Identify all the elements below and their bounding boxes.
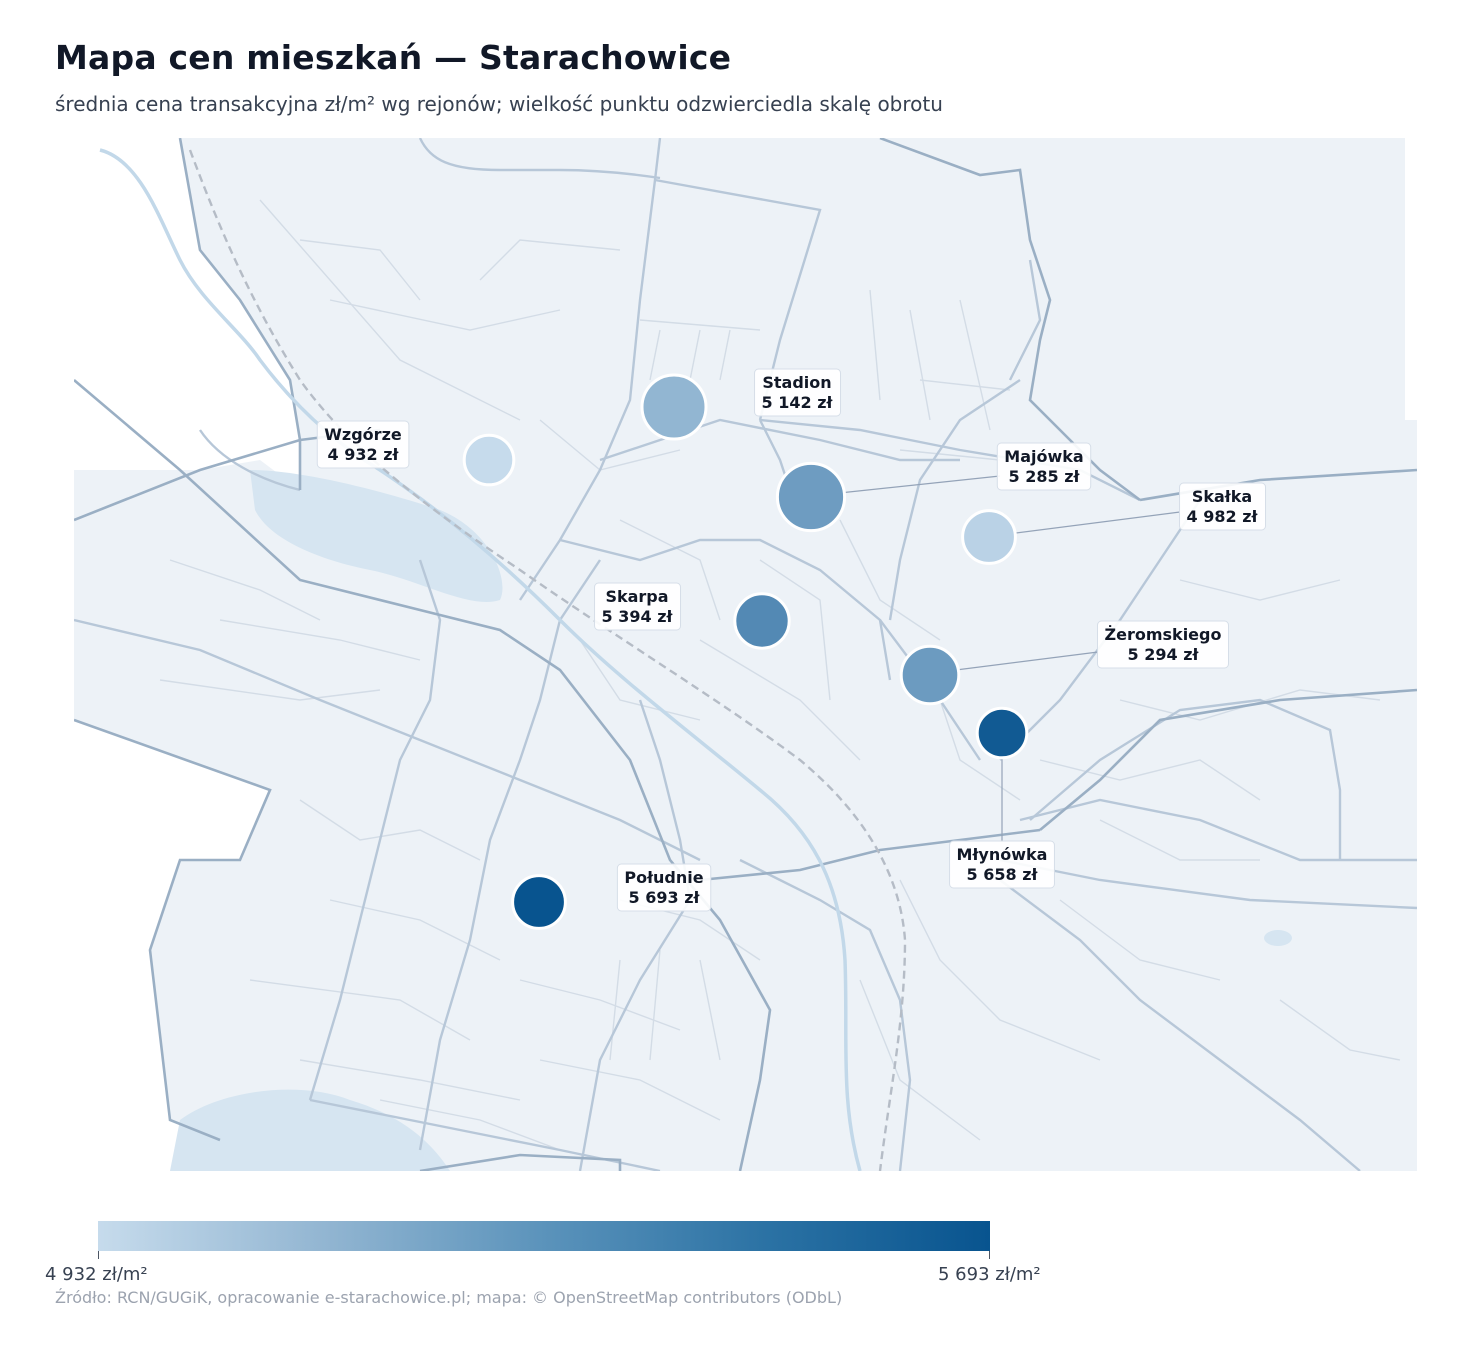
main-road-east: [699, 828, 1041, 882]
map-title: Mapa cen mieszkań — Starachowice: [55, 38, 732, 77]
outside-area-southwest: [74, 720, 270, 1171]
label-background: [949, 840, 1055, 889]
district-price: 5 285 zł: [1009, 467, 1081, 486]
label-background: [616, 863, 712, 912]
river: [99, 148, 862, 1171]
colorbar-max-label: 5 693 zł/m²: [938, 1264, 1041, 1285]
district-marker-wzgorze[interactable]: [462, 433, 516, 487]
district-name: Majówka: [1004, 447, 1083, 466]
district-name: Skałka: [1192, 487, 1252, 506]
district-name: Skarpa: [605, 587, 668, 606]
price-colorbar: [98, 1221, 990, 1251]
label-background: [594, 582, 682, 631]
leader-lines: [829, 475, 1181, 842]
basemap: [74, 138, 1417, 1171]
railway: [188, 149, 907, 1171]
district-name: Żeromskiego: [1105, 625, 1222, 644]
city-area: [74, 138, 1417, 1171]
main-road-northeast: [1039, 688, 1417, 831]
label-background: [1179, 482, 1267, 531]
outside-area-northwest: [74, 138, 300, 490]
district-name: Stadion: [762, 373, 831, 392]
pond-east: [1264, 930, 1292, 946]
leader-line-majowka: [829, 475, 1001, 495]
label-background: [754, 368, 842, 417]
district-price: 4 982 zł: [1187, 507, 1259, 526]
district-price: 4 932 zł: [328, 445, 400, 464]
outside-area-northeast: [1405, 138, 1417, 420]
district-marker-skarpa[interactable]: [733, 592, 791, 650]
district-price: 5 294 zł: [1128, 645, 1200, 664]
district-marker-poludnie[interactable]: [511, 874, 567, 930]
district-name: Południe: [624, 868, 703, 887]
label-background: [316, 420, 410, 469]
district-marker-stadion[interactable]: [640, 373, 708, 441]
district-markers[interactable]: [462, 373, 1029, 930]
colorbar-tick-min: [98, 1251, 99, 1259]
district-price: 5 142 zł: [762, 393, 834, 412]
district-marker-majowka[interactable]: [775, 461, 847, 533]
district-name: Młynówka: [957, 845, 1048, 864]
lake-north: [250, 470, 503, 603]
leader-line-skalka: [1007, 511, 1181, 535]
main-road-diagonal: [74, 379, 772, 1171]
lake-south: [170, 1089, 450, 1171]
boundary-northwest: [178, 138, 302, 490]
colorbar-min-label: 4 932 zł/m²: [45, 1264, 148, 1285]
district-price: 5 693 zł: [629, 888, 701, 907]
label-background: [1097, 620, 1229, 669]
district-name: Wzgórze: [324, 425, 402, 444]
leader-line-zeromskiego: [947, 651, 1099, 672]
district-marker-skalka[interactable]: [961, 509, 1017, 565]
district-marker-mlynowka[interactable]: [975, 706, 1029, 760]
source-note: Źródło: RCN/GUGiK, opracowanie e-starach…: [55, 1288, 843, 1307]
boundary-south: [419, 1153, 622, 1171]
map-subtitle: średnia cena transakcyjna zł/m² wg rejon…: [55, 92, 943, 116]
colorbar-tick-max: [989, 1251, 990, 1259]
district-marker-zeromskiego[interactable]: [899, 644, 961, 706]
district-price: 5 394 zł: [602, 607, 674, 626]
district-price: 5 658 zł: [967, 865, 1039, 884]
boundary-west: [74, 718, 272, 1142]
label-background: [996, 442, 1092, 491]
